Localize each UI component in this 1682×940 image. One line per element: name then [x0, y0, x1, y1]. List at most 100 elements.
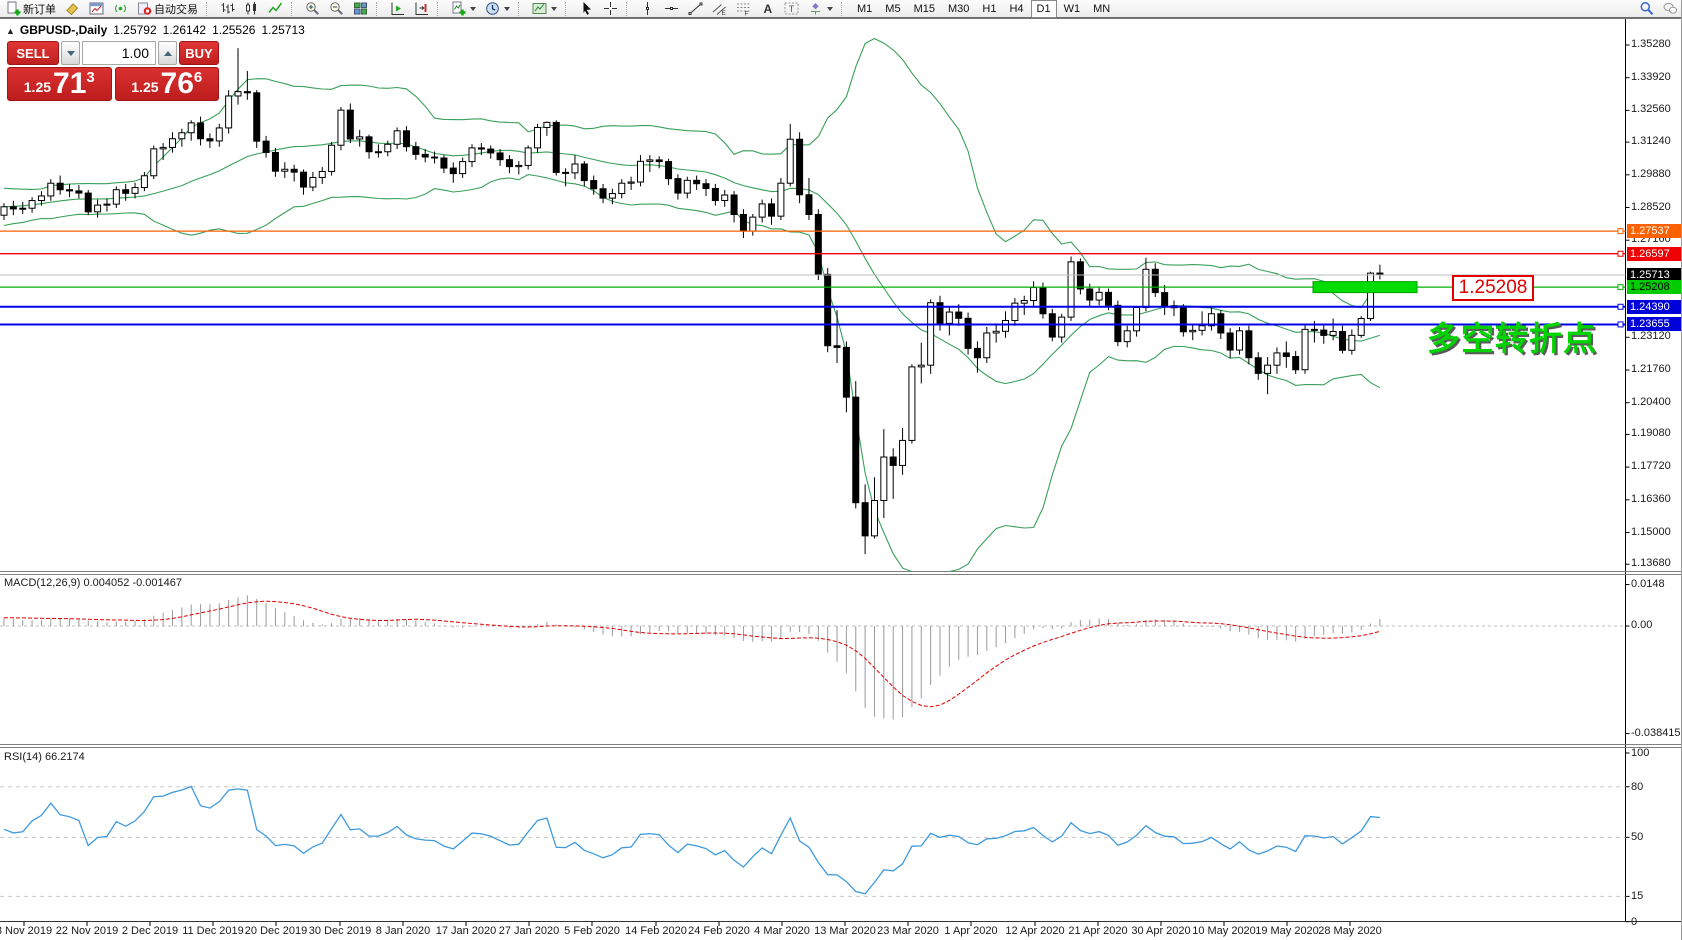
annotation-text[interactable]: 多空转折点 [1427, 320, 1597, 357]
price-level-label-box[interactable]: 1.25208 [1452, 275, 1534, 302]
bollinger-upper-band [3, 37, 1381, 309]
periods-button[interactable] [481, 0, 514, 18]
fibo-icon: F [736, 1, 751, 16]
vertical-line-button[interactable] [636, 0, 659, 18]
line-anchor[interactable] [1617, 321, 1624, 328]
rsi-tick-label: 100 [1631, 747, 1650, 759]
bull-candle [945, 311, 953, 324]
bull-candle [159, 146, 167, 150]
chart-area[interactable]: ▲ GBPUSD-,Daily 1.25792 1.26142 1.25526 1.257… [0, 18, 1681, 940]
horizontal-line-button[interactable] [660, 0, 683, 18]
date-label: 19 May 2020 [1255, 925, 1319, 937]
cursor-icon [579, 1, 594, 16]
bollinger-lower-band [3, 174, 1381, 572]
one-click-collapse-icon[interactable]: ▲ [6, 26, 15, 36]
templates-button[interactable] [528, 0, 561, 18]
equidistant-channel-button[interactable]: E [708, 0, 731, 18]
tile-windows-button[interactable] [349, 0, 372, 18]
timeframe-mn-button[interactable]: MN [1093, 2, 1111, 15]
sell-price-display[interactable]: 1.25 71 3 [7, 67, 112, 101]
rsi-tick-label: 50 [1631, 831, 1644, 844]
bull-candle [1301, 328, 1309, 371]
bull-candle [880, 456, 888, 502]
timeframe-m1-button[interactable]: M1 [857, 2, 873, 15]
bull-candle [374, 151, 382, 154]
fibonacci-button[interactable]: F [732, 0, 755, 18]
new-order-button[interactable]: 新订单 [2, 0, 60, 18]
template-icon [532, 1, 547, 16]
crosshair-button[interactable] [599, 0, 622, 18]
bull-candle [459, 161, 467, 175]
volume-decrease-button[interactable] [61, 41, 80, 65]
bull-candle [131, 187, 139, 194]
erase-button[interactable] [61, 0, 84, 18]
bull-candle [608, 193, 616, 199]
chart-window-button[interactable] [85, 0, 108, 18]
chevron-up-icon [163, 50, 172, 56]
timeframe-h4-button[interactable]: H4 [1009, 2, 1024, 15]
price-tag: 1.26597 [1627, 246, 1681, 261]
open-value: 1.25792 [113, 23, 157, 37]
rsi-label: RSI(14) 66.2174 [4, 751, 85, 763]
bear-candle [346, 109, 354, 140]
bear-candle [590, 180, 598, 190]
bull-candle [721, 194, 729, 202]
timeframe-w1-button[interactable]: W1 [1063, 2, 1081, 15]
arrows-button[interactable] [804, 0, 837, 18]
line-anchor[interactable] [1617, 284, 1624, 291]
chart-shift-button[interactable] [410, 0, 433, 18]
search-button[interactable] [1635, 0, 1658, 18]
timeframe-m30-button[interactable]: M30 [947, 2, 970, 15]
zoom-out-button[interactable] [325, 0, 348, 18]
highlight-trendline-segment[interactable] [1312, 281, 1418, 294]
indicators-button[interactable] [447, 0, 480, 18]
chat-button[interactable] [1659, 0, 1681, 18]
bear-candle [833, 345, 841, 348]
signals-button[interactable] [109, 0, 132, 18]
candles-icon [244, 1, 259, 16]
date-label: 2 Dec 2019 [121, 925, 179, 937]
bull-candle [337, 109, 345, 146]
bull-candle [1236, 330, 1244, 351]
timeframe-m5-button[interactable]: M5 [885, 2, 901, 15]
auto-scroll-button[interactable] [386, 0, 409, 18]
toolbar-separator [841, 1, 847, 16]
autotrading-icon [137, 1, 152, 16]
zoom-in-button[interactable] [301, 0, 324, 18]
erase-icon [65, 1, 80, 16]
bear-candle [9, 206, 17, 210]
volume-input[interactable]: 1.00 [82, 41, 156, 65]
sell-button[interactable]: SELL [7, 41, 59, 65]
bull-candle [1011, 302, 1019, 321]
buy-button[interactable]: BUY [179, 41, 219, 65]
tline-icon [688, 1, 703, 16]
line-anchor[interactable] [1617, 303, 1624, 310]
new-order-icon [6, 1, 21, 16]
date-label: 24 Feb 2020 [688, 925, 750, 937]
sell-price-sup: 3 [86, 68, 95, 86]
bull-candle [112, 189, 120, 205]
line-anchor[interactable] [1617, 250, 1624, 257]
toolbar-separator [626, 1, 632, 16]
line-chart-mode-button[interactable] [264, 0, 287, 18]
bull-candle [1198, 325, 1206, 331]
text-button[interactable]: A [756, 0, 779, 18]
text-label-button[interactable]: T [780, 0, 803, 18]
timeframe-m15-button[interactable]: M15 [913, 2, 935, 15]
bear-candle [66, 189, 74, 192]
chat-icon [1663, 1, 1678, 16]
bear-candle [75, 190, 83, 194]
timeframe-h1-button[interactable]: H1 [982, 2, 997, 15]
bar-chart-mode-button[interactable] [216, 0, 239, 18]
buy-price-display[interactable]: 1.25 76 6 [114, 67, 219, 101]
timeframe-d1-button[interactable]: D1 [1030, 0, 1057, 18]
cursor-button[interactable] [575, 0, 598, 18]
candlestick-mode-button[interactable] [240, 0, 263, 18]
bull-candle [1058, 316, 1066, 338]
trendline-button[interactable] [684, 0, 707, 18]
line-anchor[interactable] [1617, 228, 1624, 235]
auto-trading-button-label: 自动交易 [154, 3, 198, 16]
volume-increase-button[interactable] [158, 41, 177, 65]
auto-trading-button[interactable]: 自动交易 [133, 0, 202, 18]
bull-candle [318, 170, 326, 178]
